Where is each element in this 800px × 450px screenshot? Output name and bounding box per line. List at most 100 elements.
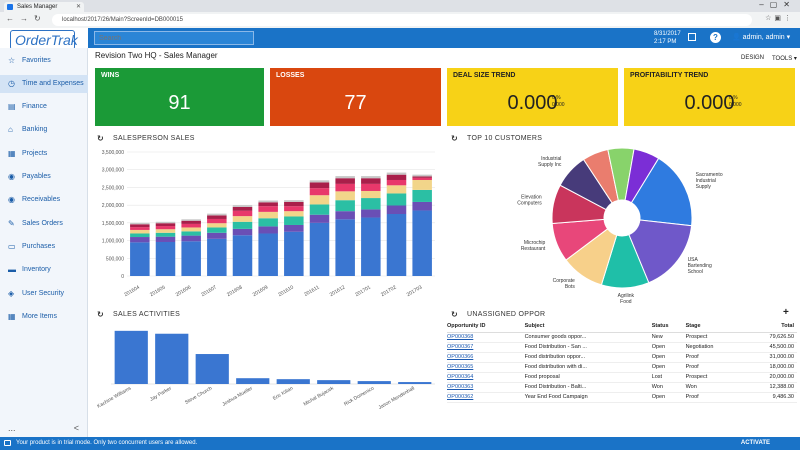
activity-bar[interactable]: [236, 378, 270, 384]
table-row[interactable]: OP000365 Food distribution with di... Open…: [447, 362, 797, 373]
activate-button[interactable]: ACTIVATE: [740, 440, 770, 446]
opportunity-id-link[interactable]: OP000364: [447, 372, 525, 383]
bar-segment[interactable]: [284, 206, 304, 212]
activity-bar[interactable]: [317, 380, 351, 384]
bar-segment[interactable]: [412, 189, 432, 202]
bar-segment[interactable]: [232, 216, 253, 222]
collapse-sidebar-icon[interactable]: <: [73, 423, 79, 433]
bar-segment[interactable]: [130, 227, 150, 230]
bar-segment[interactable]: [155, 236, 176, 242]
help-icon[interactable]: ?: [710, 32, 721, 43]
bar-segment[interactable]: [386, 174, 407, 180]
design-button[interactable]: DESIGN: [741, 55, 765, 61]
header-datetime[interactable]: 8/31/2017 2:17 PM: [654, 30, 681, 46]
bar-segment[interactable]: [412, 201, 432, 211]
bar-segment[interactable]: [361, 183, 381, 191]
bar-segment[interactable]: [335, 200, 355, 212]
opportunity-id-link[interactable]: OP000367: [447, 342, 525, 353]
bar-segment[interactable]: [284, 216, 304, 225]
bar-segment[interactable]: [258, 202, 278, 207]
sidebar-item-inventory[interactable]: ▬ Inventory: [0, 261, 88, 279]
bar-segment[interactable]: [130, 237, 150, 243]
pie-slice[interactable]: [624, 148, 660, 204]
bar-segment[interactable]: [386, 205, 407, 214]
bar-segment[interactable]: [284, 211, 304, 217]
opportunity-id-link[interactable]: OP000365: [447, 362, 525, 373]
column-header[interactable]: Stage: [685, 320, 742, 333]
table-row[interactable]: OP000366 Food distribution oppor... Open Pr…: [447, 352, 797, 363]
bar-segment[interactable]: [386, 172, 407, 175]
bar-segment[interactable]: [309, 214, 330, 223]
bar-segment[interactable]: [258, 233, 278, 276]
bar-segment[interactable]: [207, 215, 227, 219]
browser-tab[interactable]: Sales Manager ✕: [4, 2, 84, 12]
bar-segment[interactable]: [335, 191, 355, 201]
pie-slice[interactable]: [565, 228, 618, 286]
bar-segment[interactable]: [361, 190, 381, 199]
bar-segment[interactable]: [181, 223, 201, 228]
bar-segment[interactable]: [309, 182, 330, 189]
bar-segment[interactable]: [412, 179, 432, 190]
bar-segment[interactable]: [258, 200, 278, 203]
activity-bar[interactable]: [155, 333, 189, 384]
tools-menu-button[interactable]: TOOLS ▾: [772, 56, 797, 62]
bar-segment[interactable]: [130, 242, 150, 276]
bar-segment[interactable]: [284, 231, 304, 276]
bar-segment[interactable]: [181, 231, 201, 236]
refresh-icon[interactable]: ↻: [97, 134, 104, 143]
bar-segment[interactable]: [181, 241, 201, 276]
bar-segment[interactable]: [155, 221, 176, 224]
sidebar-item-favorites[interactable]: ☆ Favorites: [0, 52, 88, 70]
pie-slice[interactable]: [630, 157, 693, 227]
bar-segment[interactable]: [207, 213, 227, 216]
opportunity-id-link[interactable]: OP000363: [447, 382, 525, 393]
bar-segment[interactable]: [155, 232, 176, 237]
bar-segment[interactable]: [181, 227, 201, 232]
bar-segment[interactable]: [386, 193, 407, 206]
bar-segment[interactable]: [361, 217, 381, 276]
bar-segment[interactable]: [309, 222, 330, 276]
bar-segment[interactable]: [258, 226, 278, 234]
ordertrak-logo[interactable]: OrderTrak: [10, 30, 78, 50]
calendar-icon[interactable]: [688, 33, 696, 41]
sidebar-item-banking[interactable]: ⌂ Banking: [0, 121, 88, 139]
bar-segment[interactable]: [232, 206, 253, 211]
sidebar-item-time-and-expenses[interactable]: ◷ Time and Expenses: [0, 75, 88, 93]
sidebar-item-user-security[interactable]: ◈ User Security: [0, 285, 88, 303]
bar-segment[interactable]: [207, 227, 227, 233]
window-controls[interactable]: –▢✕: [759, 0, 796, 9]
forward-icon[interactable]: →: [20, 14, 28, 23]
bar-segment[interactable]: [386, 214, 407, 276]
bar-segment[interactable]: [309, 180, 330, 183]
pie-slice[interactable]: [628, 219, 693, 284]
reload-icon[interactable]: ↻: [34, 14, 41, 23]
bar-segment[interactable]: [412, 210, 432, 276]
search-input[interactable]: [94, 31, 254, 45]
back-icon[interactable]: ←: [6, 14, 14, 23]
bar-segment[interactable]: [309, 195, 330, 205]
bar-segment[interactable]: [361, 178, 381, 184]
refresh-icon[interactable]: ↻: [97, 310, 104, 319]
add-opportunity-icon[interactable]: +: [783, 307, 789, 318]
bar-segment[interactable]: [232, 205, 253, 207]
deal-size-trend-card[interactable]: DEAL SIZE TREND 0.000 0 % 0.000: [447, 68, 618, 126]
bar-segment[interactable]: [155, 241, 176, 276]
bar-segment[interactable]: [207, 218, 227, 224]
wins-card[interactable]: WINS 91: [95, 68, 264, 126]
user-menu[interactable]: 👤 admin, admin ▾: [732, 34, 791, 41]
more-dots-icon[interactable]: ...: [8, 423, 16, 433]
bar-segment[interactable]: [284, 201, 304, 207]
table-row[interactable]: OP000363 Food Distribution - Balti... Won W…: [447, 382, 797, 393]
table-row[interactable]: OP000364 Food proposal Lost Prospect 20,000.…: [447, 372, 797, 383]
opportunity-id-link[interactable]: OP000366: [447, 352, 525, 363]
activity-bar[interactable]: [357, 381, 391, 384]
bar-segment[interactable]: [412, 176, 432, 178]
bar-segment[interactable]: [130, 224, 150, 228]
opportunity-id-link[interactable]: OP000362: [447, 392, 525, 403]
losses-card[interactable]: LOSSES 77: [270, 68, 441, 126]
extension-icons[interactable]: ☆▣⋮: [765, 15, 794, 22]
bar-segment[interactable]: [412, 177, 432, 180]
table-row[interactable]: OP000368 Consumer goods oppor... New Prospe…: [447, 332, 797, 343]
bar-segment[interactable]: [155, 226, 176, 230]
activity-bar[interactable]: [114, 330, 148, 384]
